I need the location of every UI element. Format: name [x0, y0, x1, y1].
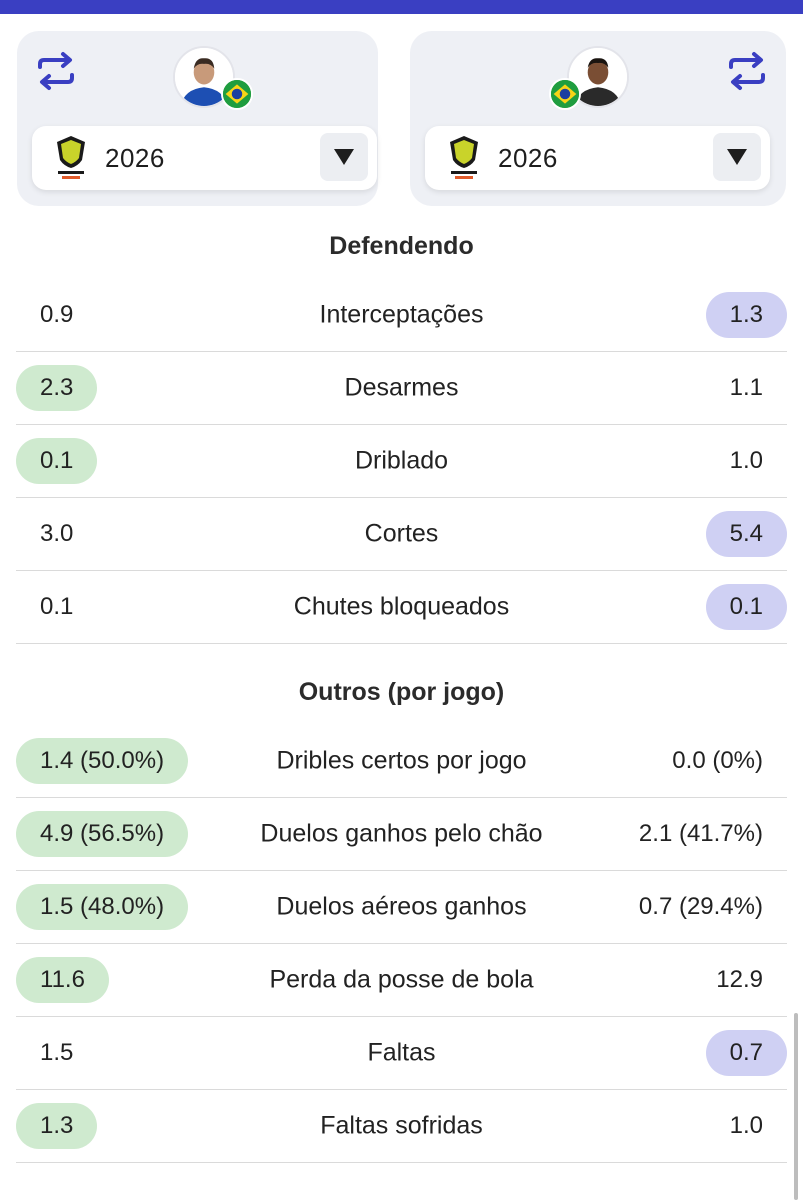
stat-value-left: 0.1 — [16, 438, 98, 484]
season-value-right: 2026 — [498, 143, 558, 173]
stat-value-left: 1.5 (48.0%) — [16, 884, 189, 930]
player-avatar-right[interactable] — [567, 46, 629, 108]
season-selector-right[interactable]: 2026 — [425, 126, 770, 190]
stat-row: 3.0 Cortes 5.4 — [16, 498, 787, 571]
stat-value-right: 12.9 — [716, 966, 763, 993]
stat-row: 11.6 Perda da posse de bola 12.9 — [16, 944, 787, 1017]
brazil-flag-icon — [549, 78, 581, 110]
stat-label: Cortes — [364, 519, 439, 548]
stat-row: 1.5 Faltas 0.7 — [16, 1017, 787, 1090]
stat-value-right: 1.0 — [729, 1112, 763, 1139]
section-title-defendendo: Defendendo — [329, 232, 474, 260]
season-dropdown-button-left[interactable] — [320, 133, 368, 181]
stat-value-left: 1.3 — [16, 1103, 98, 1149]
stat-label: Dribles certos por jogo — [276, 746, 527, 775]
swap-arrows-icon[interactable] — [34, 51, 78, 91]
stat-value-left: 11.6 — [16, 957, 109, 1003]
stat-label: Faltas sofridas — [320, 1111, 483, 1140]
top-accent-bar — [0, 0, 803, 14]
season-selector-left[interactable]: 2026 — [32, 126, 377, 190]
stat-value-left: 4.9 (56.5%) — [16, 811, 189, 857]
brasileirao-logo-icon — [57, 136, 85, 179]
stat-row: 1.5 (48.0%) Duelos aéreos ganhos 0.7 (29… — [16, 871, 787, 944]
stat-row: 1.4 (50.0%) Dribles certos por jogo 0.0 … — [16, 725, 787, 798]
player-comparison-header: 2026 — [0, 14, 803, 222]
section-title-outros: Outros (por jogo) — [298, 678, 505, 706]
stat-value-left: 3.0 — [40, 520, 74, 547]
swap-arrows-icon[interactable] — [725, 51, 769, 91]
stat-row: 0.9 Interceptações 1.3 — [16, 279, 787, 352]
player-card-right: 2026 — [410, 31, 786, 206]
stat-label: Desarmes — [344, 373, 459, 402]
stat-label: Duelos aéreos ganhos — [276, 892, 527, 921]
season-dropdown-button-right[interactable] — [713, 133, 761, 181]
stat-label: Perda da posse de bola — [269, 965, 534, 994]
scrollbar[interactable] — [794, 1013, 798, 1200]
stat-label: Driblado — [354, 446, 449, 475]
caret-down-icon — [727, 149, 747, 165]
stat-value-right: 1.3 — [705, 292, 787, 338]
stat-row: 0.1 Driblado 1.0 — [16, 425, 787, 498]
stat-value-left: 0.1 — [40, 593, 74, 620]
stat-value-left: 0.9 — [40, 301, 74, 328]
player-card-left: 2026 — [17, 31, 378, 206]
stat-row: 4.9 (56.5%) Duelos ganhos pelo chão 2.1 … — [16, 798, 787, 871]
stat-value-right: 0.0 (0%) — [672, 747, 763, 774]
stat-value-left: 1.5 — [40, 1039, 74, 1066]
stat-label: Duelos ganhos pelo chão — [260, 819, 543, 848]
stat-value-right: 2.1 (41.7%) — [638, 820, 763, 847]
player-avatar-left[interactable] — [173, 46, 235, 108]
stat-label: Chutes bloqueados — [293, 592, 510, 621]
stat-value-left: 1.4 (50.0%) — [16, 738, 189, 784]
stat-value-right: 5.4 — [705, 511, 787, 557]
season-value-left: 2026 — [105, 143, 165, 173]
stat-row: 2.3 Desarmes 1.1 — [16, 352, 787, 425]
stat-value-left: 2.3 — [16, 365, 98, 411]
stat-row: 1.3 Faltas sofridas 1.0 — [16, 1090, 787, 1163]
brasileirao-logo-icon — [450, 136, 478, 179]
stat-value-right: 0.7 (29.4%) — [638, 893, 763, 920]
stat-label: Interceptações — [319, 300, 484, 329]
brazil-flag-icon — [221, 78, 253, 110]
stat-row: 0.1 Chutes bloqueados 0.1 — [16, 571, 787, 644]
stat-value-right: 1.0 — [729, 447, 763, 474]
caret-down-icon — [334, 149, 354, 165]
stat-label: Faltas — [367, 1038, 436, 1067]
stat-value-right: 1.1 — [729, 374, 763, 401]
stat-value-right: 0.7 — [705, 1030, 787, 1076]
stat-value-right: 0.1 — [705, 584, 787, 630]
